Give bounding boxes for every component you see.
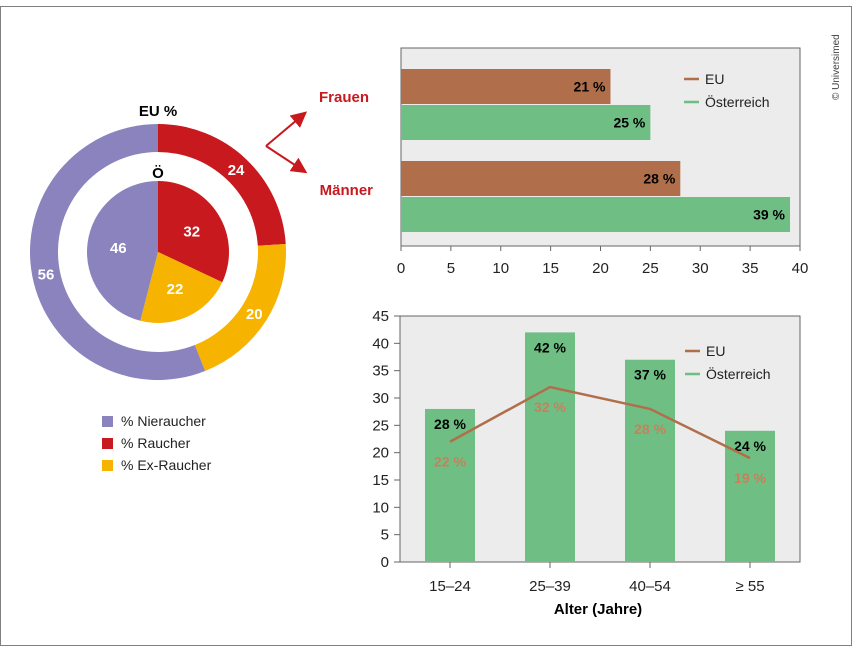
legend-label-smoker: % Raucher xyxy=(121,435,191,451)
legend-swatch-nonsmoker xyxy=(102,415,113,427)
credit: © Universimed xyxy=(831,34,842,100)
legend-label-exsmoker: % Ex-Raucher xyxy=(121,457,212,473)
outer-ring-eu xyxy=(30,124,287,380)
eu-label-smoker: 24 xyxy=(228,162,245,179)
age-y-tick-label: 35 xyxy=(372,363,389,380)
age-bar-value-label: 24 % xyxy=(734,438,766,454)
austria-label-smoker: 32 xyxy=(183,224,200,241)
gender-arrows xyxy=(265,111,308,174)
hbar-category-frauen: Frauen xyxy=(319,89,369,106)
donut-value-labels: 24 20 56 32 22 46 xyxy=(38,162,263,323)
age-y-tick-label: 5 xyxy=(381,527,389,544)
hbar-legend: EU Österreich xyxy=(684,71,770,110)
hbar-bars: 21 % 25 % 28 % 39 % xyxy=(401,69,791,232)
credit-text: © Universimed xyxy=(831,34,842,100)
age-y-tick-label: 25 xyxy=(372,417,389,434)
donut-legend: % Nieraucher % Raucher % Ex-Raucher xyxy=(102,410,211,476)
age-x-tick-label: 25–39 xyxy=(529,578,571,595)
age-bar-value-label: 28 % xyxy=(434,416,466,432)
age-x-tick-label: 40–54 xyxy=(629,578,671,595)
eu-ring-title: EU % xyxy=(139,103,177,120)
hbar-value-label-frauen-austria: 25 % xyxy=(613,115,645,131)
hbar-value-label-frauen-eu: 21 % xyxy=(574,79,606,95)
eu-slice-exsmoker xyxy=(194,243,287,372)
age-x-tick-label: 15–24 xyxy=(429,578,471,595)
age-bar-austria xyxy=(425,408,475,562)
eu-slice-smoker xyxy=(158,124,286,246)
age-y-tick-label: 30 xyxy=(372,390,389,407)
austria-pie-title: Ö xyxy=(152,165,164,182)
age-line-value-label: 28 % xyxy=(634,421,666,437)
age-y-tick-label: 20 xyxy=(372,445,389,462)
age-bars: 28 % 42 % 37 % 24 % xyxy=(425,332,775,562)
legend-item-exsmoker: % Ex-Raucher xyxy=(102,454,211,476)
donut-chart: EU % Ö 24 20 56 32 22 46 xyxy=(30,103,287,380)
age-line-value-label: 22 % xyxy=(434,454,466,470)
age-y-tick-label: 0 xyxy=(381,554,389,571)
age-bar-value-label: 42 % xyxy=(534,339,566,355)
age-line-value-label: 32 % xyxy=(534,399,566,415)
hbar-legend-label-eu: EU xyxy=(705,71,724,87)
hbar-x-tick-label: 35 xyxy=(742,260,759,277)
hbar-x-tick-label: 15 xyxy=(542,260,559,277)
inner-pie-austria xyxy=(87,181,229,323)
age-line-value-label: 19 % xyxy=(734,470,766,486)
age-line-eu xyxy=(449,385,751,460)
legend-swatch-smoker xyxy=(102,437,113,449)
hbar-x-tick-label: 25 xyxy=(642,260,659,277)
age-y-ticks: 0 5 10 15 20 25 30 35 40 45 xyxy=(372,308,400,571)
hbar-x-tick-label: 0 xyxy=(397,260,405,277)
arrow-to-frauen xyxy=(265,111,308,147)
age-y-tick-label: 45 xyxy=(372,308,389,325)
legend-swatch-exsmoker xyxy=(102,459,113,471)
age-bar-austria xyxy=(525,332,575,562)
hbar-legend-label-austria: Österreich xyxy=(705,93,770,110)
age-x-tick-label: ≥ 55 xyxy=(735,578,764,595)
hbar-x-tick-label: 20 xyxy=(592,260,609,277)
eu-slice-nonsmoker xyxy=(30,124,206,380)
figure-frame xyxy=(0,6,852,646)
age-eu-line: 22 % 32 % 28 % 19 % xyxy=(434,385,767,486)
hbar-bar-frauen-austria xyxy=(401,105,651,140)
legend-item-nonsmoker: % Nieraucher xyxy=(102,410,211,432)
hbar-bar-maenner-eu xyxy=(401,161,681,196)
hbar-x-tick-label: 10 xyxy=(492,260,509,277)
hbar-category-maenner: Männer xyxy=(320,182,374,199)
hbar-x-tick-label: 5 xyxy=(447,260,455,277)
eu-label-exsmoker: 20 xyxy=(246,306,263,323)
legend-item-smoker: % Raucher xyxy=(102,432,211,454)
age-bar-value-label: 37 % xyxy=(634,367,666,383)
legend-label-nonsmoker: % Nieraucher xyxy=(121,413,206,429)
hbar-x-tick-label: 40 xyxy=(792,260,809,277)
age-legend-label-austria: Österreich xyxy=(706,365,771,382)
austria-slice-exsmoker xyxy=(140,252,223,323)
gender-bar-chart: Frauen Männer 21 % 25 % 28 % 39 % 0 5 10 15 20 2… xyxy=(319,47,809,277)
age-y-tick-label: 40 xyxy=(372,335,389,352)
eu-label-nonsmoker: 56 xyxy=(38,266,55,283)
age-y-tick-label: 15 xyxy=(372,472,389,489)
age-x-ticks: 15–24 25–39 40–54 ≥ 55 xyxy=(429,562,765,595)
hbar-bar-frauen-eu xyxy=(401,69,611,104)
hbar-bar-maenner-austria xyxy=(401,197,791,232)
austria-label-exsmoker: 22 xyxy=(167,281,184,298)
age-bar-chart: 0 5 10 15 20 25 30 35 40 45 28 % 42 % 37 % 24 % 22 %… xyxy=(372,308,801,618)
hbar-x-tick-label: 30 xyxy=(692,260,709,277)
age-legend-label-eu: EU xyxy=(706,343,725,359)
austria-label-nonsmoker: 46 xyxy=(110,240,127,257)
age-bar-austria xyxy=(725,430,775,562)
arrow-to-maenner xyxy=(265,145,308,174)
age-y-tick-label: 10 xyxy=(372,499,389,516)
age-legend: EU Österreich xyxy=(685,343,771,382)
hbar-value-label-maenner-austria: 39 % xyxy=(753,207,785,223)
austria-slice-smoker xyxy=(158,181,229,283)
hbar-value-label-maenner-eu: 28 % xyxy=(643,171,675,187)
austria-slice-nonsmoker xyxy=(87,181,158,321)
hbar-x-ticks: 0 5 10 15 20 25 30 35 40 xyxy=(397,246,809,277)
age-bar-austria xyxy=(625,359,675,562)
age-x-axis-title: Alter (Jahre) xyxy=(554,601,642,618)
